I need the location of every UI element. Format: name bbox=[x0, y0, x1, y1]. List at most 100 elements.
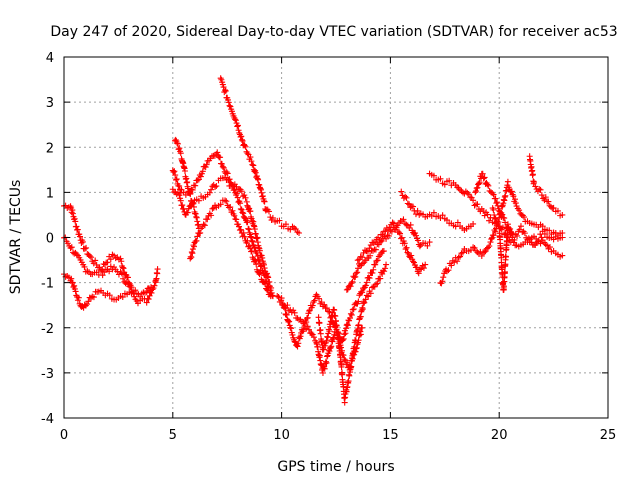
data-point bbox=[92, 257, 99, 264]
data-point bbox=[367, 290, 374, 297]
data-point bbox=[473, 185, 480, 192]
data-point bbox=[190, 203, 197, 210]
data-point bbox=[373, 281, 380, 288]
data-point bbox=[86, 252, 93, 259]
data-point bbox=[258, 262, 265, 269]
data-point bbox=[145, 296, 152, 303]
data-point bbox=[521, 230, 528, 237]
data-point bbox=[258, 186, 265, 193]
data-point bbox=[263, 286, 270, 293]
data-point bbox=[289, 331, 296, 338]
data-point bbox=[422, 261, 429, 268]
data-point bbox=[348, 312, 355, 318]
data-point bbox=[304, 323, 311, 330]
data-point bbox=[241, 142, 248, 149]
data-point bbox=[106, 268, 113, 275]
data-point bbox=[195, 197, 202, 204]
data-point bbox=[322, 342, 329, 349]
data-point bbox=[286, 318, 293, 325]
data-point bbox=[446, 177, 453, 184]
data-point bbox=[75, 294, 82, 301]
data-point bbox=[242, 194, 249, 201]
data-point bbox=[218, 160, 225, 167]
data-point bbox=[353, 270, 360, 277]
data-point bbox=[516, 207, 523, 214]
data-point bbox=[398, 188, 405, 195]
data-point bbox=[251, 244, 258, 251]
data-point bbox=[474, 201, 481, 208]
data-point bbox=[407, 221, 414, 228]
data-point bbox=[275, 294, 282, 301]
data-point bbox=[441, 181, 448, 188]
data-point bbox=[542, 194, 549, 201]
data-point bbox=[345, 378, 352, 385]
data-point bbox=[479, 170, 486, 177]
data-point bbox=[457, 253, 464, 260]
data-point bbox=[370, 266, 377, 273]
data-point bbox=[247, 233, 254, 240]
data-point bbox=[224, 170, 231, 177]
data-point bbox=[222, 87, 229, 94]
data-point bbox=[547, 203, 554, 210]
data-point bbox=[181, 167, 188, 174]
data-point bbox=[440, 274, 447, 281]
data-point bbox=[361, 299, 368, 306]
data-point bbox=[415, 270, 422, 277]
data-point bbox=[382, 265, 389, 272]
data-point bbox=[510, 193, 517, 200]
data-point bbox=[416, 243, 423, 250]
data-point bbox=[491, 215, 498, 222]
data-point bbox=[81, 263, 88, 270]
data-point bbox=[527, 236, 534, 243]
data-point bbox=[517, 223, 524, 230]
data-point bbox=[414, 207, 421, 214]
data-point bbox=[294, 343, 301, 350]
data-point bbox=[241, 233, 248, 240]
data-point bbox=[172, 136, 179, 143]
data-point bbox=[348, 363, 355, 370]
data-point bbox=[496, 207, 503, 214]
data-point bbox=[310, 298, 317, 305]
data-point bbox=[374, 280, 381, 287]
data-point bbox=[478, 253, 485, 260]
data-point bbox=[379, 231, 386, 238]
data-point bbox=[529, 171, 536, 178]
data-point bbox=[344, 322, 351, 329]
data-point bbox=[541, 230, 548, 237]
data-point bbox=[174, 140, 181, 147]
data-point bbox=[245, 226, 252, 233]
data-point bbox=[340, 335, 347, 342]
data-point bbox=[539, 223, 546, 230]
data-point bbox=[267, 214, 274, 221]
data-point bbox=[284, 317, 291, 324]
data-point bbox=[193, 237, 200, 244]
data-point bbox=[119, 264, 126, 271]
data-point bbox=[504, 178, 511, 185]
data-point bbox=[276, 217, 283, 224]
data-point bbox=[179, 202, 186, 209]
data-point bbox=[333, 322, 340, 329]
data-point bbox=[267, 293, 274, 300]
data-point bbox=[247, 208, 254, 215]
data-point bbox=[404, 200, 411, 207]
data-point bbox=[237, 200, 244, 207]
data-point bbox=[430, 209, 437, 216]
data-point bbox=[258, 189, 265, 196]
data-point bbox=[187, 190, 194, 197]
data-point bbox=[531, 179, 538, 186]
data-point bbox=[545, 198, 552, 205]
data-point bbox=[296, 229, 303, 236]
data-point bbox=[305, 326, 312, 333]
data-point bbox=[512, 200, 519, 207]
data-point bbox=[235, 127, 242, 134]
data-point bbox=[99, 272, 106, 279]
data-point bbox=[476, 179, 483, 186]
data-point bbox=[79, 238, 86, 245]
data-point bbox=[291, 338, 298, 345]
data-point bbox=[328, 343, 335, 350]
data-point bbox=[257, 185, 264, 192]
data-point bbox=[525, 235, 532, 242]
data-point bbox=[238, 188, 245, 195]
data-point bbox=[485, 182, 492, 189]
data-point bbox=[71, 215, 78, 222]
